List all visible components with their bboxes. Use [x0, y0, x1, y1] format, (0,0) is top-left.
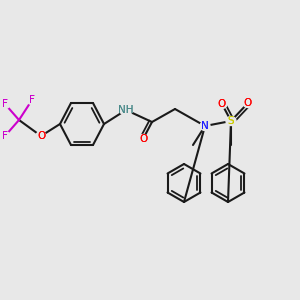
Ellipse shape: [0, 131, 10, 140]
Text: NH: NH: [118, 105, 134, 115]
Ellipse shape: [119, 106, 133, 115]
Text: O: O: [37, 131, 45, 141]
Text: NH: NH: [118, 105, 134, 115]
Text: O: O: [139, 134, 147, 144]
Text: O: O: [244, 98, 252, 108]
Text: O: O: [218, 99, 226, 109]
Ellipse shape: [226, 116, 236, 125]
Ellipse shape: [36, 131, 46, 140]
Text: O: O: [218, 99, 226, 109]
Ellipse shape: [0, 100, 10, 109]
Ellipse shape: [200, 122, 210, 130]
Text: F: F: [2, 99, 8, 109]
Text: S: S: [228, 116, 234, 126]
Ellipse shape: [243, 98, 253, 107]
Text: F: F: [2, 131, 8, 141]
Text: O: O: [244, 98, 252, 108]
Text: F: F: [2, 131, 8, 141]
Text: F: F: [2, 99, 8, 109]
Text: F: F: [29, 95, 35, 105]
Text: N: N: [201, 121, 209, 131]
Ellipse shape: [138, 134, 148, 143]
Ellipse shape: [217, 100, 227, 109]
Text: N: N: [201, 121, 209, 131]
Text: O: O: [139, 134, 147, 144]
Ellipse shape: [27, 95, 37, 104]
Text: F: F: [29, 95, 35, 105]
Text: S: S: [228, 116, 234, 126]
Text: O: O: [37, 131, 45, 141]
